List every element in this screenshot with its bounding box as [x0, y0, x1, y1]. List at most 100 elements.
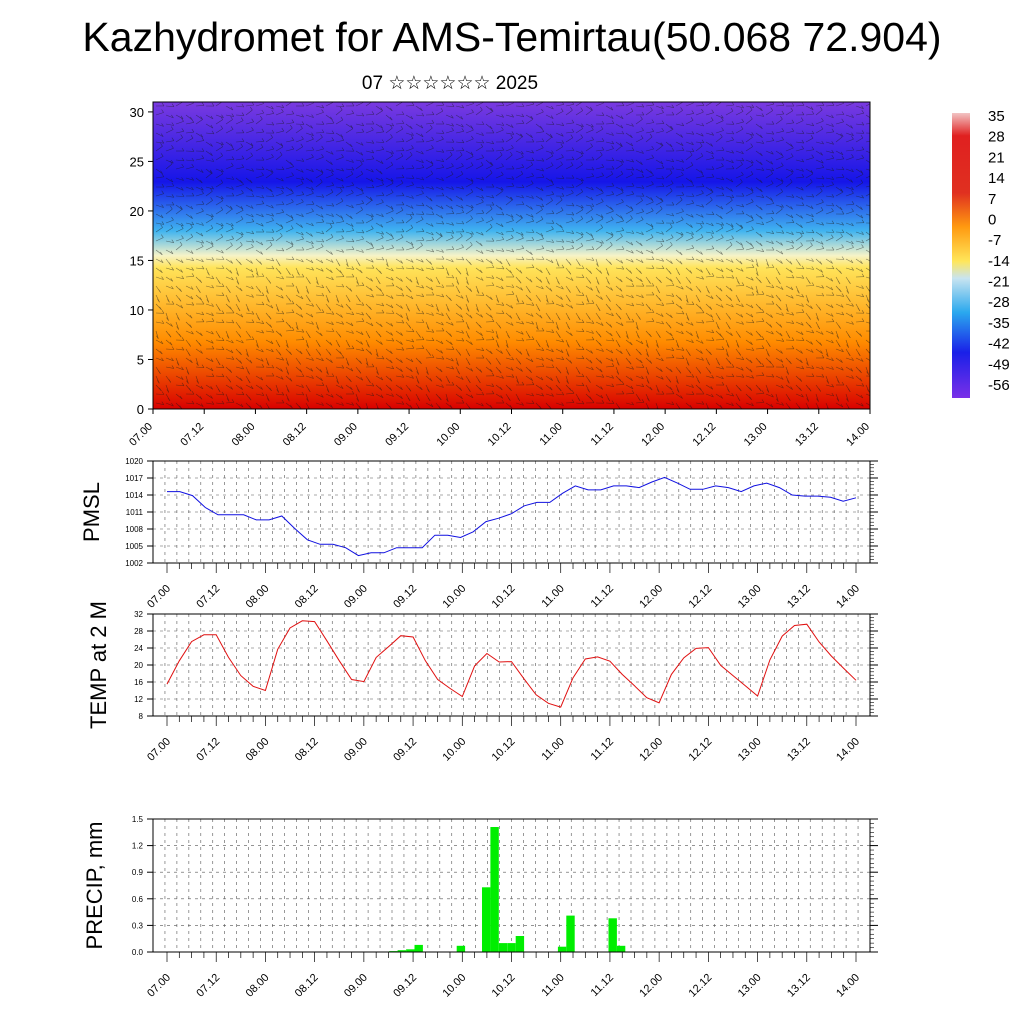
wind-barb-flag: [351, 227, 355, 231]
wind-barb: [835, 231, 845, 233]
wind-barb: [805, 137, 814, 143]
wind-barb: [765, 159, 773, 165]
wind-barb-flag: [841, 155, 845, 159]
wind-barb: [275, 384, 279, 393]
wind-barb-flag: [271, 129, 275, 134]
wind-barb-flag: [321, 402, 324, 406]
wind-barb: [545, 357, 554, 362]
wind-barb: [385, 247, 394, 251]
wind-barb-flag: [431, 354, 435, 358]
wind-barb-flag: [577, 397, 581, 402]
wind-barb-flag: [259, 405, 263, 409]
wind-barb-flag: [701, 390, 705, 395]
wind-barb-flag: [851, 375, 854, 379]
wind-barb-flag: [766, 263, 770, 267]
wind-barb: [665, 213, 674, 217]
wind-barb: [425, 222, 434, 227]
wind-barb: [815, 231, 823, 237]
wind-barb-flag: [170, 278, 174, 282]
wind-barb-flag: [401, 347, 405, 351]
wind-barb: [335, 140, 344, 143]
wind-barb: [315, 213, 324, 218]
wind-barb-flag: [391, 244, 394, 248]
wind-barb: [855, 182, 863, 188]
wind-barb: [165, 208, 173, 215]
wind-barb: [845, 177, 853, 183]
wind-barb: [555, 248, 565, 251]
wind-barb: [705, 213, 715, 215]
wind-barb: [645, 321, 655, 323]
wind-barb-flag: [508, 352, 511, 356]
y-tick-label: 25: [130, 154, 144, 169]
wind-barb-flag: [281, 127, 285, 132]
wind-barb: [245, 231, 254, 235]
wind-barb: [695, 348, 703, 354]
wind-barb: [415, 384, 423, 391]
wind-barb: [795, 303, 804, 307]
wind-barb-flag: [790, 214, 794, 218]
wind-barb-flag: [561, 285, 564, 290]
wind-barb: [325, 276, 334, 281]
wind-barb: [395, 312, 403, 318]
wind-barb: [305, 339, 309, 348]
wind-barb-flag: [781, 384, 784, 389]
wind-barb: [725, 375, 735, 378]
wind-barb-flag: [560, 161, 563, 165]
wind-barb-flag: [781, 110, 785, 115]
wind-barb-flag: [871, 99, 873, 102]
wind-barb: [165, 402, 174, 407]
wind-barb: [795, 267, 805, 270]
wind-barb-flag: [441, 158, 445, 162]
wind-barb-flag: [721, 222, 724, 226]
wind-barb-flag: [320, 377, 323, 381]
wind-barb-flag: [561, 102, 565, 105]
wind-barb-flag: [691, 256, 695, 260]
wind-barb: [765, 173, 773, 179]
wind-barb-flag: [468, 388, 471, 392]
wind-barb: [385, 366, 394, 370]
wind-barb-flag: [436, 308, 439, 312]
wind-barb-flag: [161, 391, 165, 395]
wind-barb-flag: [220, 170, 224, 174]
wind-barb: [695, 168, 703, 174]
wind-barb-flag: [381, 292, 385, 296]
wind-barb-flag: [871, 394, 873, 397]
wind-barb-flag: [607, 397, 611, 402]
wind-barb: [385, 123, 394, 127]
wind-barb-flag: [491, 140, 495, 144]
wind-barb: [435, 339, 444, 345]
wind-barb-flag: [321, 145, 324, 150]
wind-barb-flag: [841, 111, 845, 115]
wind-barb: [575, 294, 585, 296]
wind-barb-flag: [531, 400, 535, 404]
wind-barb-flag: [808, 316, 811, 320]
wind-barb: [535, 375, 544, 381]
wind-barb-flag: [551, 220, 555, 224]
wind-barb: [665, 402, 674, 405]
wind-barb-flag: [441, 130, 445, 134]
wind-barb: [545, 150, 554, 154]
wind-barb: [465, 209, 473, 215]
wind-barb: [625, 110, 634, 116]
wind-barb-flag: [231, 309, 235, 314]
wind-barb: [215, 393, 225, 396]
wind-barb-flag: [330, 161, 333, 165]
wind-barb-flag: [811, 110, 815, 115]
wind-barb-flag: [540, 216, 544, 220]
wind-barb-flag: [421, 159, 424, 163]
wind-barb: [445, 321, 454, 326]
wind-barb-flag: [741, 321, 744, 325]
wind-barb: [685, 141, 694, 146]
wind-barb: [485, 258, 493, 264]
wind-barb-flag: [241, 103, 245, 108]
wind-barb-flag: [400, 368, 403, 372]
wind-barb: [475, 258, 484, 263]
wind-barb-flag: [541, 357, 544, 361]
wind-barb-flag: [831, 246, 835, 251]
wind-barb-flag: [300, 224, 303, 228]
wind-barb-flag: [271, 153, 274, 158]
wind-barb-flag: [471, 135, 474, 140]
wind-barb-flag: [349, 378, 352, 383]
wind-barb-flag: [239, 287, 243, 292]
wind-barb-flag: [401, 111, 405, 115]
